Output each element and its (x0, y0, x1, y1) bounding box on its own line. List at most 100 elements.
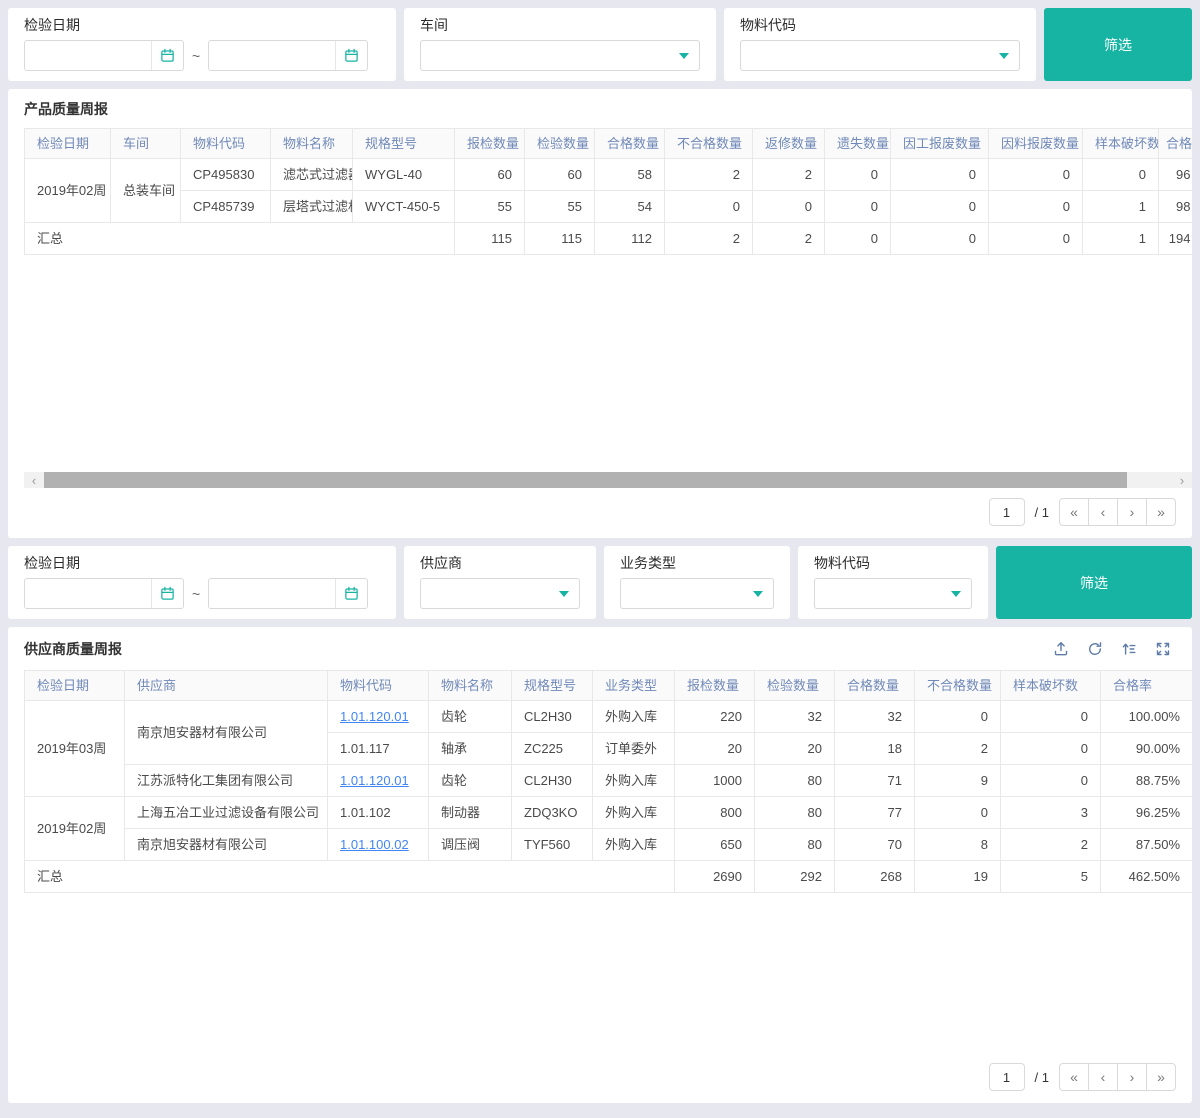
cell-business-type: 外购入库 (592, 828, 675, 861)
next-page-button[interactable]: › (1117, 498, 1147, 526)
cell-value: 71 (834, 764, 915, 797)
cell-material-code: 1.01.100.02 (327, 828, 429, 861)
filter-card-inspection-date-1: 检验日期 ~ (8, 8, 396, 81)
col-header: 合格率 (1100, 670, 1192, 701)
table-row: 南京旭安器材有限公司 1.01.100.02 调压阀 TYF560 外购入库 6… (25, 828, 1192, 861)
chevron-down-icon (559, 590, 569, 597)
cell-value: 220 (674, 700, 755, 733)
summary-label: 汇总 (24, 222, 455, 255)
product-quality-table: 检验日期 车间 物料代码 物料名称 规格型号 报检数量 检验数量 合格数量 不合… (24, 128, 1192, 255)
cell-value: 60 (524, 158, 595, 191)
col-header: 返修数量 (752, 128, 825, 159)
summary-value: 112 (594, 222, 665, 255)
cell-value: 0 (824, 190, 891, 223)
cell-pass-rate: 100.00% (1100, 700, 1192, 733)
cell-date: 2019年02周 (24, 796, 125, 861)
first-page-button[interactable]: « (1059, 498, 1089, 526)
summary-value: 0 (890, 222, 989, 255)
cell-value-clipped: 96 (1158, 158, 1192, 191)
product-table-title: 产品质量周报 (24, 101, 108, 117)
date-from-input[interactable] (24, 40, 184, 71)
cell-material-code: CP495830 (180, 158, 271, 191)
date-to-input[interactable] (208, 578, 369, 609)
chevron-down-icon (679, 52, 689, 59)
cell-value: 0 (752, 190, 825, 223)
table-header-row: 检验日期 车间 物料代码 物料名称 规格型号 报检数量 检验数量 合格数量 不合… (24, 128, 1192, 159)
filter-button[interactable]: 筛选 (1044, 8, 1192, 81)
export-icon[interactable] (1048, 637, 1074, 661)
fullscreen-icon[interactable] (1150, 637, 1176, 661)
scroll-left-icon[interactable]: ‹ (24, 472, 44, 488)
date-to-input[interactable] (208, 40, 369, 71)
calendar-icon[interactable] (335, 41, 367, 70)
col-header: 样本破坏数 (1000, 670, 1101, 701)
date-from-field[interactable] (25, 41, 151, 70)
summary-value: 1 (1082, 222, 1159, 255)
supplier-select[interactable] (420, 578, 580, 609)
cell-value: 3 (1000, 796, 1101, 829)
cell-value: 32 (754, 700, 835, 733)
last-page-button[interactable]: » (1146, 498, 1176, 526)
prev-page-button[interactable]: ‹ (1088, 498, 1118, 526)
calendar-icon[interactable] (335, 579, 367, 608)
cell-pass-rate: 87.50% (1100, 828, 1192, 861)
horizontal-scrollbar[interactable]: ‹ › (24, 472, 1192, 488)
workshop-label: 车间 (420, 17, 448, 33)
summary-value: 292 (754, 860, 835, 893)
page-number-input[interactable]: 1 (988, 498, 1025, 526)
table-row: 2019年02周 上海五冶工业过滤设备有限公司 1.01.102 制动器 ZDQ… (24, 796, 1192, 861)
refresh-icon[interactable] (1082, 637, 1108, 661)
calendar-icon[interactable] (151, 579, 183, 608)
col-header: 因工报废数量 (890, 128, 989, 159)
material-code-link[interactable]: 1.01.100.02 (340, 836, 409, 852)
cell-spec: ZC225 (511, 732, 593, 765)
filter-button[interactable]: 筛选 (996, 546, 1192, 619)
material-code-label: 物料代码 (740, 17, 796, 33)
date-from-field[interactable] (25, 579, 151, 608)
first-page-button[interactable]: « (1059, 1063, 1089, 1091)
last-page-button[interactable]: » (1146, 1063, 1176, 1091)
prev-page-button[interactable]: ‹ (1088, 1063, 1118, 1091)
material-code-link[interactable]: 1.01.120.01 (340, 708, 409, 724)
cell-value: 0 (824, 158, 891, 191)
cell-material-name: 轴承 (428, 732, 512, 765)
cell-date: 2019年02周 (24, 158, 111, 223)
date-to-field[interactable] (209, 579, 336, 608)
scroll-right-icon[interactable]: › (1172, 472, 1192, 488)
workshop-select[interactable] (420, 40, 700, 71)
supplier-table-title: 供应商质量周报 (24, 641, 122, 657)
cell-value: 2 (1000, 828, 1101, 861)
scrollbar-track[interactable] (44, 472, 1172, 488)
cell-value: 20 (674, 732, 755, 765)
summary-value: 0 (988, 222, 1083, 255)
filter-card-business-type: 业务类型 (604, 546, 790, 619)
cell-material-name: 层塔式过滤机 (270, 190, 353, 223)
material-code-link[interactable]: 1.01.120.01 (340, 772, 409, 788)
cell-value: 800 (674, 796, 755, 829)
col-header: 供应商 (124, 670, 328, 701)
cell-material-code: 1.01.120.01 (327, 764, 429, 797)
summary-row: 汇总 115 115 112 2 2 0 0 0 1 194 (24, 222, 1192, 255)
date-from-input[interactable] (24, 578, 184, 609)
col-header: 规格型号 (511, 670, 593, 701)
cell-value: 55 (524, 190, 595, 223)
next-page-button[interactable]: › (1117, 1063, 1147, 1091)
date-separator: ~ (192, 47, 201, 64)
chevron-down-icon (753, 590, 763, 597)
cell-value: 0 (988, 190, 1083, 223)
material-code-label: 物料代码 (814, 555, 870, 571)
summary-value: 115 (454, 222, 525, 255)
date-to-field[interactable] (209, 41, 336, 70)
material-code-select[interactable] (740, 40, 1020, 71)
material-code-select[interactable] (814, 578, 972, 609)
supplier-label: 供应商 (420, 555, 462, 571)
cell-supplier: 南京旭安器材有限公司 (124, 700, 328, 765)
calendar-icon[interactable] (151, 41, 183, 70)
page-number-input[interactable]: 1 (988, 1063, 1025, 1091)
cell-value: 18 (834, 732, 915, 765)
scrollbar-thumb[interactable] (44, 472, 1127, 488)
business-type-select[interactable] (620, 578, 774, 609)
col-header: 物料代码 (327, 670, 429, 701)
column-settings-icon[interactable] (1116, 637, 1142, 661)
